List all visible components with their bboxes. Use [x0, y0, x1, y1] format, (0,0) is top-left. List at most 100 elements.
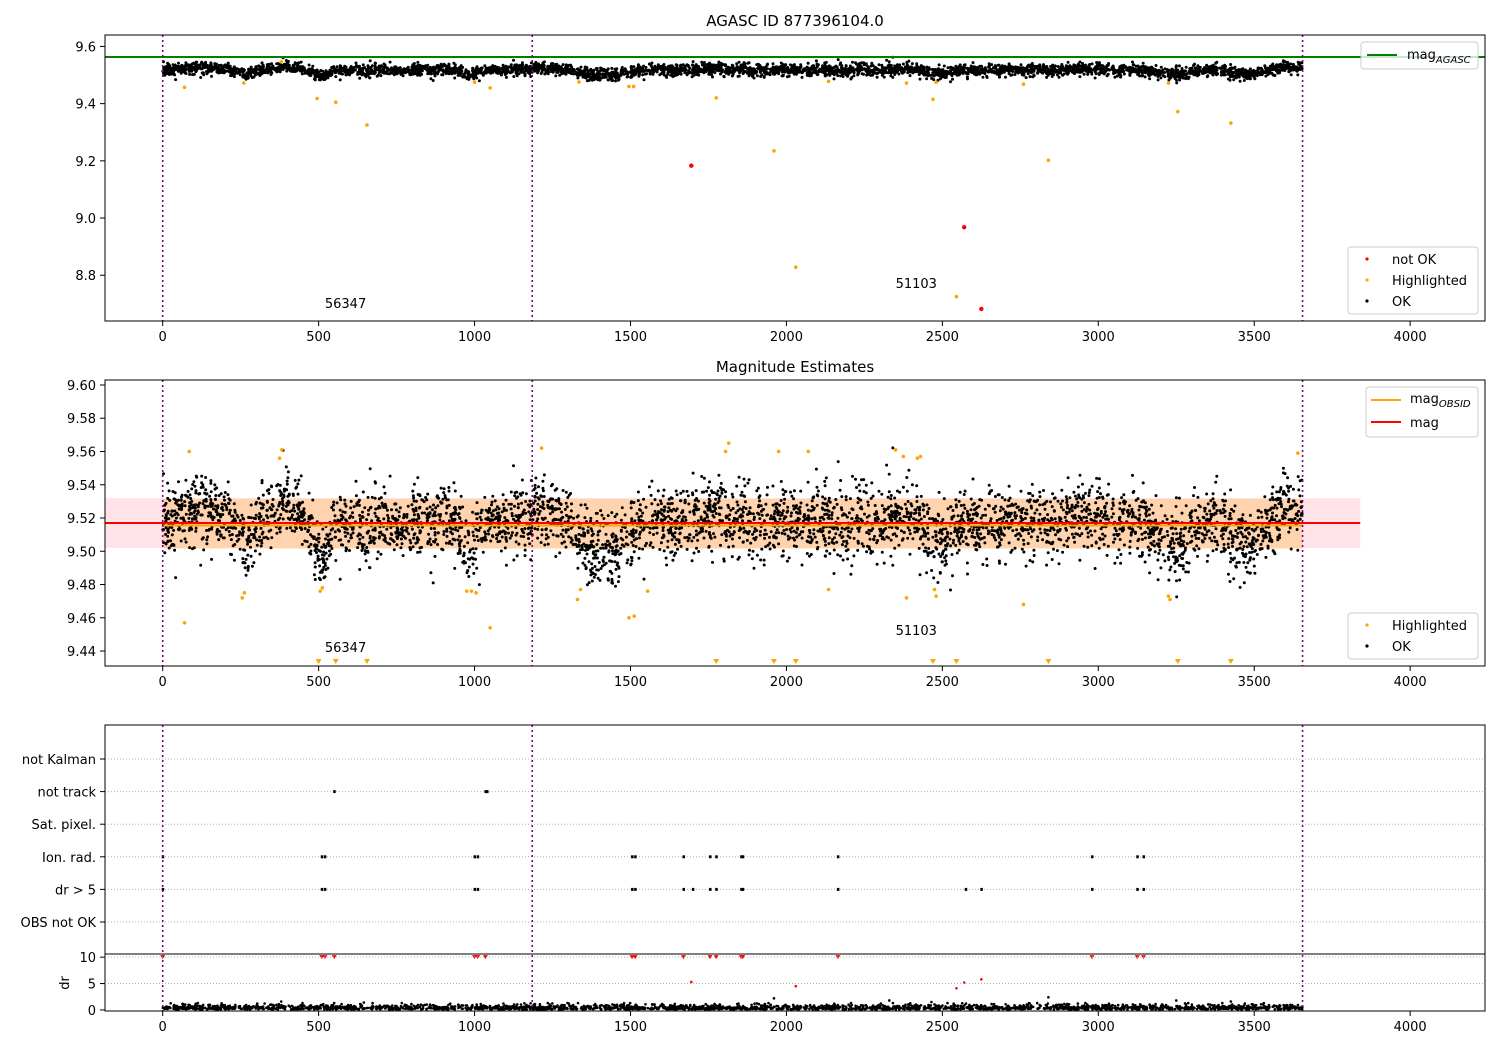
ok-point	[1085, 66, 1089, 69]
ok-point	[865, 73, 869, 77]
ok-point	[681, 489, 685, 493]
ok-point	[873, 67, 877, 71]
ok-point	[1180, 74, 1184, 78]
ok-point	[546, 64, 550, 68]
highlighted-point	[1046, 158, 1051, 163]
ok-point	[726, 69, 729, 73]
ok-point	[848, 64, 852, 68]
ok-point	[1155, 69, 1159, 73]
ok-point	[285, 482, 289, 486]
highlighted-point	[1166, 81, 1171, 85]
ok-point	[210, 74, 213, 78]
not-ok-point	[689, 163, 694, 168]
ok-point	[665, 75, 669, 79]
ok-point	[925, 77, 929, 81]
ok-point	[1299, 67, 1303, 71]
ok-point	[527, 68, 531, 72]
ok-point	[379, 74, 383, 78]
ok-point	[797, 68, 801, 71]
ok-point	[1102, 514, 1106, 517]
ok-point	[369, 66, 373, 69]
ok-point	[194, 70, 198, 74]
ok-point	[626, 72, 630, 76]
ok-point	[340, 67, 344, 71]
ok-point	[551, 64, 555, 68]
ok-point	[619, 73, 623, 76]
ok-point	[188, 72, 192, 76]
ok-point	[742, 66, 746, 69]
ok-point	[862, 61, 866, 65]
ok-point	[204, 60, 208, 64]
ok-point	[1287, 70, 1291, 74]
ok-point	[517, 542, 521, 546]
ok-point	[516, 64, 520, 68]
ok-point	[905, 476, 909, 479]
ok-point	[794, 66, 798, 69]
ok-point	[1062, 72, 1066, 76]
ok-point	[1137, 68, 1141, 72]
ok-point	[662, 65, 666, 69]
ok-point	[1254, 73, 1257, 77]
ok-point	[1013, 546, 1017, 550]
ok-point	[639, 66, 642, 70]
ok-point	[307, 70, 311, 73]
ok-point	[1219, 73, 1223, 77]
ok-point	[637, 74, 641, 78]
ok-point	[901, 62, 905, 66]
ok-point	[1295, 65, 1299, 69]
ok-point	[921, 65, 925, 69]
ok-point	[844, 498, 848, 502]
x-tick-label: 4000	[1394, 330, 1427, 345]
ok-point	[1073, 540, 1077, 544]
ok-point	[211, 65, 215, 69]
ok-point	[1200, 71, 1204, 75]
ok-point	[520, 61, 524, 65]
ok-point	[1153, 550, 1157, 554]
ok-point	[481, 71, 485, 75]
ok-point	[1192, 64, 1195, 67]
ok-point	[294, 68, 297, 72]
ok-point	[458, 73, 462, 77]
ok-point	[509, 63, 513, 67]
ok-point	[1165, 68, 1169, 71]
ok-point	[969, 64, 973, 68]
ok-point	[970, 531, 974, 535]
ok-point	[1167, 578, 1171, 582]
ok-point	[850, 76, 854, 79]
ok-point	[1118, 71, 1122, 75]
ok-point	[936, 67, 940, 71]
ok-point	[695, 69, 699, 72]
y-axis: 8.89.09.29.49.6	[75, 40, 105, 284]
ok-point	[1057, 562, 1061, 566]
ok-point	[254, 69, 258, 73]
ok-point	[592, 575, 596, 579]
ok-point	[429, 77, 433, 81]
ok-point	[461, 505, 465, 509]
ok-point	[1175, 81, 1179, 85]
ok-point	[401, 74, 405, 78]
ok-point	[1065, 539, 1069, 543]
ok-point	[507, 65, 511, 69]
ok-point	[1170, 514, 1174, 518]
ok-point	[317, 78, 321, 82]
ok-point	[1093, 529, 1097, 533]
ok-point	[1097, 73, 1101, 76]
ok-point	[452, 61, 456, 65]
ok-point	[800, 75, 804, 79]
ok-point	[1090, 62, 1094, 66]
ok-point	[373, 71, 377, 75]
ok-point	[258, 512, 262, 516]
ok-point	[205, 72, 209, 76]
ok-point	[351, 511, 354, 515]
ok-point	[876, 71, 880, 75]
ok-point	[789, 63, 792, 67]
ok-point	[415, 71, 419, 75]
ok-point	[1229, 74, 1233, 78]
ok-point	[836, 67, 840, 71]
ok-point	[1128, 545, 1132, 549]
ok-point	[823, 66, 827, 70]
ok-point	[720, 63, 724, 67]
ok-point	[589, 67, 593, 71]
ok-point	[845, 71, 848, 75]
ok-point	[932, 74, 936, 78]
